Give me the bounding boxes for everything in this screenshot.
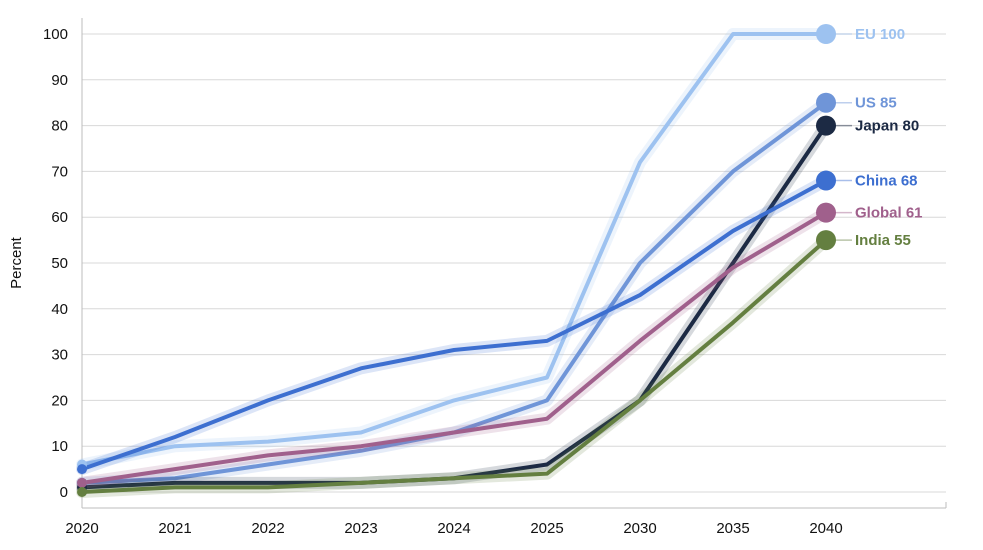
y-tick-label: 50 xyxy=(51,255,68,272)
end-point-india xyxy=(816,230,836,251)
grid-lines xyxy=(82,33,946,493)
series-line-global xyxy=(80,210,828,485)
y-tick-label: 60 xyxy=(51,209,68,226)
x-tick-label: 2020 xyxy=(65,520,98,537)
end-label-japan: Japan 80 xyxy=(855,118,919,135)
x-tick-label: 2024 xyxy=(437,520,470,537)
y-axis-title: Percent xyxy=(8,236,25,289)
end-point-japan xyxy=(816,115,836,136)
y-tick-label: 30 xyxy=(51,347,68,364)
series-line-eu xyxy=(80,32,828,467)
end-label-india: India 55 xyxy=(855,232,911,249)
y-tick-label: 10 xyxy=(51,438,68,455)
start-point-china xyxy=(77,464,87,475)
end-label-us: US 85 xyxy=(855,95,897,112)
y-tick-label: 90 xyxy=(51,72,68,89)
end-label-china: China 68 xyxy=(855,173,918,190)
series-halo-china xyxy=(76,174,832,476)
x-tick-label: 2030 xyxy=(623,520,656,537)
end-label-global: Global 61 xyxy=(855,205,923,222)
end-point-eu xyxy=(816,24,836,44)
y-tick-label: 0 xyxy=(60,484,68,501)
series-lines xyxy=(76,28,832,498)
end-point-us xyxy=(816,92,836,113)
start-point-india xyxy=(77,487,87,497)
x-tick-label: 2021 xyxy=(158,520,191,537)
series-line-india xyxy=(80,238,828,494)
end-point-china xyxy=(816,170,836,191)
y-tick-label: 100 xyxy=(43,26,68,43)
start-point-global xyxy=(77,477,87,488)
y-tick-label: 70 xyxy=(51,163,68,180)
series-line-china xyxy=(80,178,828,472)
end-label-eu: EU 100 xyxy=(855,26,905,43)
y-tick-label: 40 xyxy=(51,301,68,318)
end-point-global xyxy=(816,202,836,223)
y-tick-label: 20 xyxy=(51,392,68,409)
x-tick-label: 2035 xyxy=(716,520,749,537)
x-tick-label: 2025 xyxy=(530,520,563,537)
y-tick-label: 80 xyxy=(51,118,68,135)
x-tick-label: 2022 xyxy=(251,520,284,537)
x-tick-label: 2023 xyxy=(344,520,377,537)
end-labels: EU 100 US 85 Japan 80 China 68 Global 61 Indi… xyxy=(816,24,923,251)
x-tick-label: 2040 xyxy=(809,520,842,537)
